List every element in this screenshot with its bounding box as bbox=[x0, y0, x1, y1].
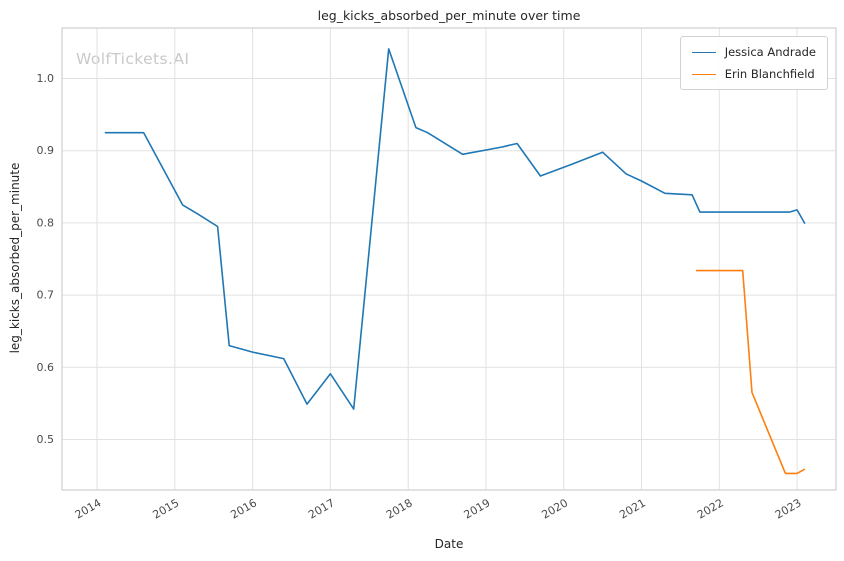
x-tick-label: 2020 bbox=[539, 496, 570, 521]
y-tick-label: 0.6 bbox=[37, 361, 55, 374]
x-tick-label: 2021 bbox=[617, 496, 648, 521]
y-tick-label: 0.7 bbox=[37, 289, 55, 302]
legend-item-erin-blanchfield: Erin Blanchfield bbox=[691, 67, 816, 81]
x-tick-label: 2019 bbox=[462, 496, 493, 521]
x-tick-label: 2022 bbox=[695, 496, 726, 521]
y-tick-label: 0.5 bbox=[37, 433, 55, 446]
x-axis-label: Date bbox=[434, 537, 464, 551]
y-tick-label: 0.9 bbox=[37, 144, 55, 157]
y-tick-label: 0.8 bbox=[37, 216, 55, 229]
legend-label: Erin Blanchfield bbox=[724, 67, 815, 81]
legend-line-swatch bbox=[691, 51, 716, 53]
x-tick-label: 2017 bbox=[306, 496, 337, 521]
series-line-jessica-andrade bbox=[104, 48, 806, 410]
legend-item-jessica-andrade: Jessica Andrade bbox=[691, 45, 816, 59]
x-tick-label: 2023 bbox=[773, 496, 804, 521]
legend-label: Jessica Andrade bbox=[724, 45, 816, 59]
chart-title: leg_kicks_absorbed_per_minute over time bbox=[317, 8, 581, 23]
x-tick-label: 2018 bbox=[384, 496, 415, 521]
legend: Jessica Andrade Erin Blanchfield bbox=[679, 36, 828, 90]
x-tick-label: 2016 bbox=[228, 496, 259, 521]
legend-line-swatch bbox=[691, 73, 716, 75]
y-tick-label: 1.0 bbox=[37, 72, 55, 85]
series-line-erin-blanchfield bbox=[696, 269, 806, 475]
y-axis-label: leg_kicks_absorbed_per_minute bbox=[8, 162, 22, 354]
plot-border bbox=[61, 27, 837, 491]
watermark: WolfTickets.AI bbox=[76, 50, 190, 68]
x-tick-label: 2014 bbox=[73, 496, 104, 521]
x-tick-label: 2015 bbox=[151, 496, 182, 521]
